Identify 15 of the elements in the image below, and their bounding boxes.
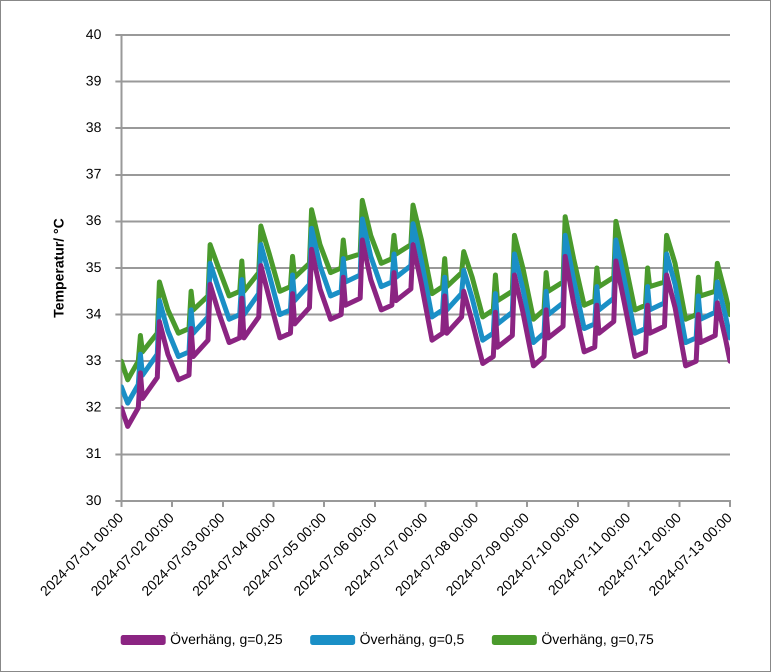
y-tick-label: 36 [86, 212, 102, 228]
y-tick-label: 33 [86, 352, 102, 368]
y-axis-title: Temperatur/ °C [50, 218, 66, 318]
y-tick-label: 40 [86, 26, 102, 42]
y-tick-label: 38 [86, 119, 102, 136]
y-tick-label: 31 [86, 445, 102, 462]
y-tick-label: 37 [86, 166, 102, 182]
y-tick-label: 39 [86, 72, 102, 88]
y-tick-label: 30 [86, 492, 102, 508]
legend-label: Överhäng, g=0,5 [360, 630, 465, 647]
legend-label: Överhäng, g=0,75 [541, 630, 654, 647]
legend-label: Överhäng, g=0,25 [170, 630, 283, 647]
y-tick-label: 35 [86, 258, 102, 275]
y-tick-label: 34 [86, 305, 102, 322]
y-tick-label: 32 [86, 398, 102, 415]
